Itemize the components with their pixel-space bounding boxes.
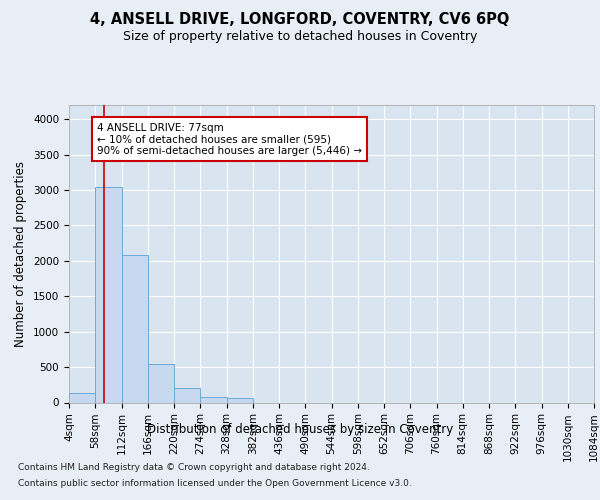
Bar [121, 255, 148, 402]
Text: 4, ANSELL DRIVE, LONGFORD, COVENTRY, CV6 6PQ: 4, ANSELL DRIVE, LONGFORD, COVENTRY, CV6… [91, 12, 509, 28]
Text: Distribution of detached houses by size in Coventry: Distribution of detached houses by size … [147, 422, 453, 436]
Bar [227, 398, 253, 402]
Text: Size of property relative to detached houses in Coventry: Size of property relative to detached ho… [123, 30, 477, 43]
Bar [174, 388, 200, 402]
Text: Contains HM Land Registry data © Crown copyright and database right 2024.: Contains HM Land Registry data © Crown c… [18, 462, 370, 471]
Bar [148, 364, 174, 403]
Bar [200, 397, 227, 402]
Y-axis label: Number of detached properties: Number of detached properties [14, 161, 28, 347]
Bar [69, 394, 95, 402]
Text: 4 ANSELL DRIVE: 77sqm
← 10% of detached houses are smaller (595)
90% of semi-det: 4 ANSELL DRIVE: 77sqm ← 10% of detached … [97, 122, 362, 156]
Bar [95, 187, 121, 402]
Text: Contains public sector information licensed under the Open Government Licence v3: Contains public sector information licen… [18, 479, 412, 488]
